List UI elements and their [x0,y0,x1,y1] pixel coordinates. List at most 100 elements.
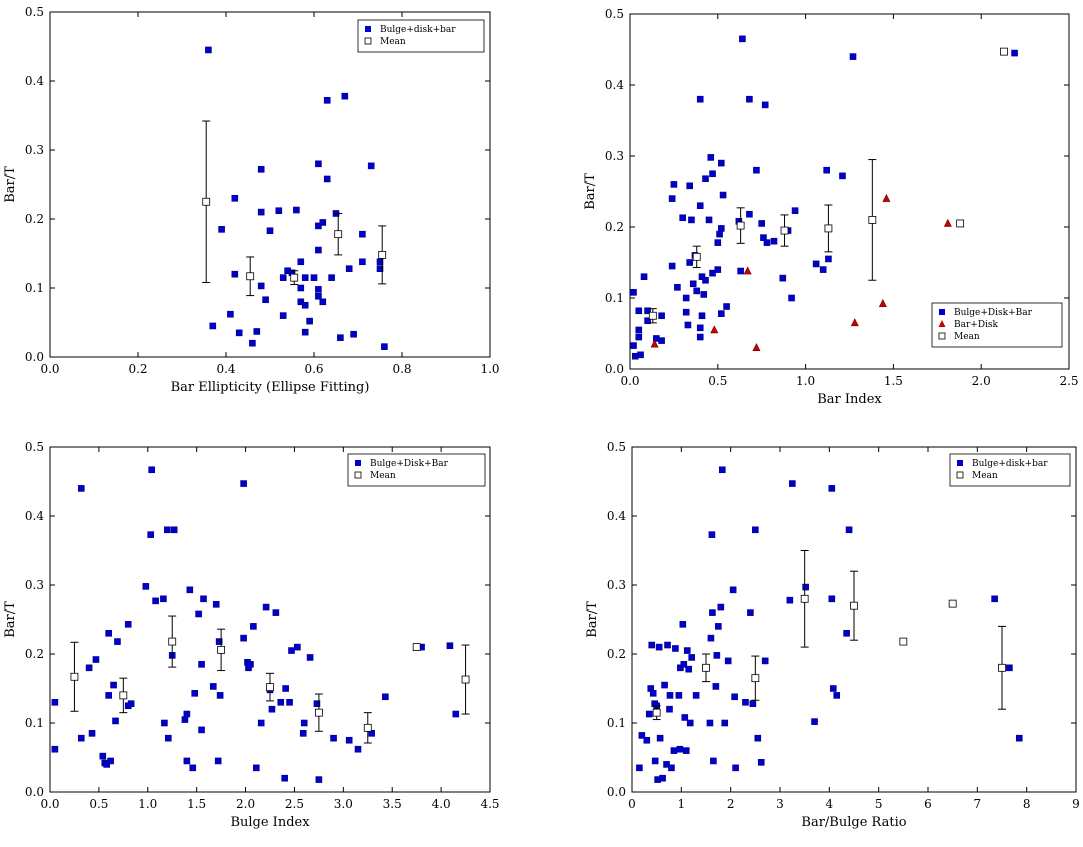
data-point [105,692,112,699]
series-Mean [70,615,470,744]
data-point [266,227,274,235]
data-point [164,526,171,534]
data-point [709,609,716,616]
data-point [698,312,706,320]
y-tick-label: 0.3 [605,149,624,163]
data-point [215,638,223,645]
mean-point [461,675,470,684]
data-point [684,321,692,329]
data-point [991,595,998,603]
data-point [655,643,663,651]
data-point [359,230,366,238]
data-point [672,645,679,652]
data-point [686,182,694,190]
x-tick-label: 1.0 [796,374,815,388]
chart-panel-4: 0 1 2 3 4 5 6 7 8 9 0.0 0.1 0.2 0.3 0.4 0.5 Bar/Bulge Ra… [585,440,1080,830]
data-point [160,595,167,603]
series-Mean [202,120,387,297]
chart-panel-3: 0.0 0.5 1.0 1.5 2.0 2.5 3.0 3.5 4.0 4.5 0.0 0.1 0.2 0… [3,440,500,830]
data-point [127,700,135,707]
x-tick-label: 0.0 [40,797,59,811]
data-point [142,583,150,590]
y-tick-label: 0.4 [607,509,626,523]
data-point [761,657,769,665]
data-point [761,101,769,109]
data-point [51,745,59,753]
data-point [754,734,762,742]
y-axis-label: Bar/T [583,173,598,210]
data-point [315,222,322,230]
data-point [675,692,683,699]
legend-label: Bulge+Disk+Bar [954,308,1033,318]
data-point [648,641,656,649]
data-point [112,717,119,725]
data-point [315,286,322,293]
data-point [51,698,59,706]
y-tick-label: 0.4 [605,78,624,92]
x-tick-label: 0.4 [216,362,235,376]
legend: Bulge+Disk+Bar Bar+Disk Mean [931,302,1063,348]
legend-box [357,19,485,53]
data-point [367,162,375,170]
data-point [692,692,700,699]
data-point [707,634,715,642]
data-point [288,647,295,654]
data-point [200,595,207,603]
mean-point [800,594,809,603]
data-point [679,621,687,628]
legend: Bulge+disk+bar Mean [357,19,485,53]
data-point [350,330,357,338]
data-point [319,219,327,226]
data-point [212,601,220,608]
mean-point [648,311,657,320]
legend-label: Mean [972,471,998,481]
data-point [710,757,717,765]
data-point [700,291,708,298]
data-point [191,690,199,697]
data-point [368,730,375,737]
x-tick-label: 1.0 [480,362,499,376]
series-Bulge+disk+bar [636,466,1023,783]
data-point [712,683,720,690]
data-point [306,317,313,325]
mean-point [378,250,387,259]
data-point [105,629,112,637]
data-point [181,716,189,723]
data-point [752,526,759,534]
data-point [147,531,155,538]
legend-marker [365,26,371,32]
y-tick-label: 0.2 [605,220,624,234]
y-tick-label: 0.4 [25,74,44,88]
data-point [753,166,760,174]
data-point [107,757,114,765]
data-point [300,719,308,727]
mean-point [751,674,760,683]
data-point [218,226,225,233]
series-Mean [648,47,1008,324]
data-point [696,333,704,341]
x-tick-label: 0.5 [89,797,108,811]
series-Bar+Disk [650,193,952,352]
data-point [446,642,454,650]
data-point [802,583,809,591]
data-point [235,329,243,337]
data-point [282,685,289,692]
data-point [770,237,778,245]
data-point [718,466,726,474]
mean-point [692,252,701,261]
data-point [209,683,217,690]
data-point [710,325,719,334]
data-point [683,647,691,654]
data-point [663,761,670,768]
data-point [811,718,818,725]
x-tick-label: 5 [875,797,883,811]
data-point [161,719,168,727]
data-point [843,629,850,637]
data-point [747,609,754,616]
data-point [638,732,646,739]
data-point [650,339,659,348]
x-tick-label: 9 [1072,797,1080,811]
y-tick-label: 0.5 [25,440,44,454]
data-point [688,654,695,661]
